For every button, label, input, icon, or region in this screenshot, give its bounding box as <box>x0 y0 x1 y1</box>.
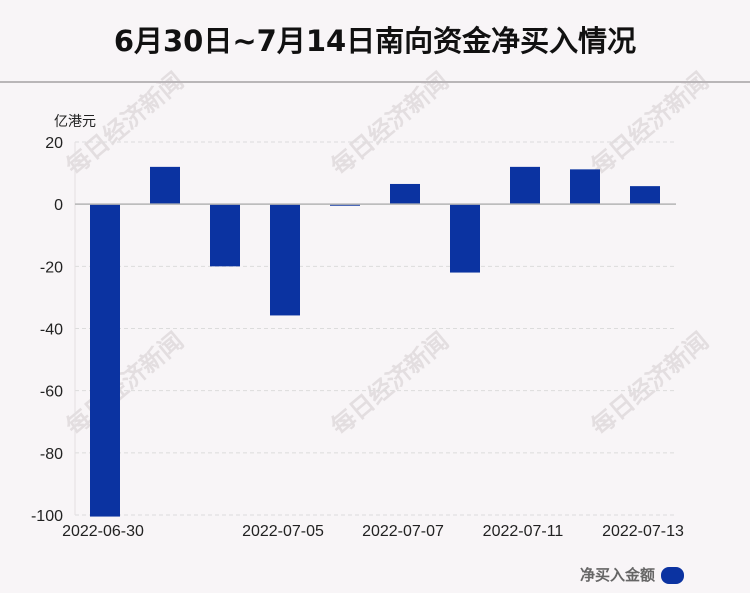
x-tick-label: 2022-07-05 <box>242 523 324 540</box>
y-tick-label: 20 <box>45 135 63 152</box>
bar-2022-07-06 <box>330 204 360 206</box>
bar-2022-07-01 <box>150 166 180 205</box>
watermark-text: 每日经济新闻 <box>325 326 454 441</box>
legend: 净买入金额 <box>580 566 684 584</box>
x-tick-label: 2022-07-13 <box>602 523 684 540</box>
legend-swatch <box>661 567 684 584</box>
bars <box>90 166 660 517</box>
watermark-text: 每日经济新闻 <box>60 326 189 441</box>
x-tick-labels: 2022-06-30 2022-07-05 2022-07-07 2022-07-11… <box>62 523 684 540</box>
bar-2022-06-30 <box>90 204 120 517</box>
bar-2022-07-05 <box>270 204 300 316</box>
legend-label: 净买入金额 <box>580 566 655 584</box>
bar-2022-07-08 <box>450 204 480 273</box>
gridlines <box>75 141 676 516</box>
x-tick-label: 2022-07-07 <box>362 523 444 540</box>
bar-2022-07-04 <box>210 204 240 267</box>
x-tick-label: 2022-06-30 <box>62 523 144 540</box>
y-tick-label: -40 <box>40 322 63 339</box>
y-tick-label: -60 <box>40 384 63 401</box>
x-tick-label: 2022-07-11 <box>483 523 564 540</box>
axes <box>74 142 676 515</box>
bar-2022-07-13 <box>630 186 660 205</box>
title-divider <box>0 81 750 83</box>
bar-2022-07-12 <box>570 169 600 205</box>
y-tick-label: 0 <box>54 197 63 214</box>
bar-2022-07-07 <box>390 183 420 205</box>
y-axis-unit: 亿港元 <box>54 114 96 130</box>
y-tick-label: -20 <box>40 259 63 276</box>
bar-2022-07-11 <box>510 166 540 205</box>
chart-title: 6月30日~7月14日南向资金净买入情况 <box>113 24 637 58</box>
watermark-text: 每日经济新闻 <box>585 66 714 181</box>
y-tick-labels: 20 0 -20 -40 -60 -80 -100 <box>31 135 63 525</box>
y-tick-label: -100 <box>31 508 63 525</box>
watermark-text: 每日经济新闻 <box>325 66 454 181</box>
y-tick-label: -80 <box>40 446 63 463</box>
watermark-text: 每日经济新闻 <box>585 326 714 441</box>
